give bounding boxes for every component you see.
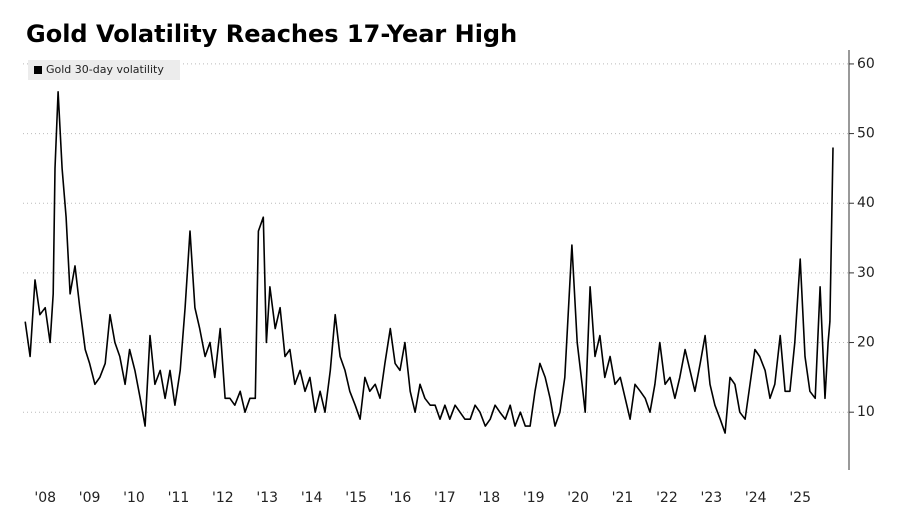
x-tick-label: '19 bbox=[523, 490, 545, 506]
y-tick-label: 30 bbox=[857, 265, 875, 281]
x-tick-label: '13 bbox=[256, 490, 278, 506]
x-tick-label: '15 bbox=[345, 490, 367, 506]
line-series bbox=[24, 91, 834, 434]
y-tick-label: 10 bbox=[857, 404, 875, 420]
x-tick-label: '14 bbox=[301, 490, 323, 506]
x-tick-label: '08 bbox=[34, 490, 56, 506]
legend-swatch bbox=[34, 66, 42, 74]
y-tick-label: 50 bbox=[857, 126, 875, 142]
legend-label: Gold 30-day volatility bbox=[46, 63, 164, 76]
x-tick-label: '11 bbox=[168, 490, 190, 506]
x-tick-label: '17 bbox=[434, 490, 456, 506]
y-tick-label: 40 bbox=[857, 195, 875, 211]
x-tick-label: '24 bbox=[745, 490, 767, 506]
x-tick-label: '18 bbox=[478, 490, 500, 506]
x-tick-label: '25 bbox=[789, 490, 811, 506]
x-tick-label: '20 bbox=[567, 490, 589, 506]
x-tick-label: '22 bbox=[656, 490, 678, 506]
y-tick-label: 20 bbox=[857, 335, 875, 351]
legend-box bbox=[28, 60, 180, 80]
x-tick-label: '21 bbox=[612, 490, 634, 506]
y-tick-label: 60 bbox=[857, 56, 875, 72]
x-tick-label: '10 bbox=[123, 490, 145, 506]
x-tick-label: '09 bbox=[79, 490, 101, 506]
x-tick-label: '12 bbox=[212, 490, 234, 506]
x-tick-label: '23 bbox=[700, 490, 722, 506]
x-tick-label: '16 bbox=[390, 490, 412, 506]
chart-title: Gold Volatility Reaches 17-Year High bbox=[26, 20, 517, 48]
